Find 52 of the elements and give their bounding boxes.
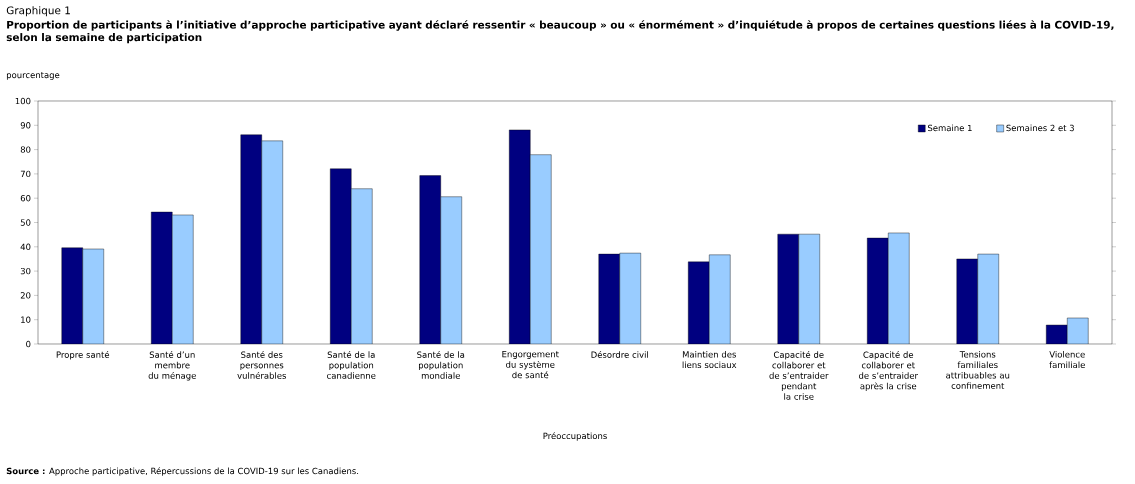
bar xyxy=(351,188,373,344)
bar xyxy=(151,211,173,344)
bar xyxy=(888,232,910,344)
y-tick-label: 90 xyxy=(20,122,31,129)
bar xyxy=(172,214,194,344)
bar xyxy=(261,140,283,344)
y-tick-label: 40 xyxy=(20,243,31,251)
bar xyxy=(688,261,710,344)
x-tick-label: Tensions familiales attribuables au confinement xyxy=(946,351,1010,389)
bar xyxy=(509,129,531,344)
y-tick-label: 60 xyxy=(20,195,31,202)
bar xyxy=(977,253,999,344)
y-tick-label: 20 xyxy=(20,292,31,299)
bar xyxy=(330,168,352,344)
y-tick-label: 100 xyxy=(15,97,31,105)
y-tick-label: 10 xyxy=(21,316,31,323)
legend-label: Semaine 1 xyxy=(928,124,972,132)
bar xyxy=(440,196,462,344)
x-tick-label: Capacité de collaborer et de s’entraider pendant la crise xyxy=(769,351,829,400)
bar xyxy=(867,237,889,344)
y-tick-label: 30 xyxy=(20,267,31,275)
x-tick-label: Capacité de collaborer et de s’entraider après la crise xyxy=(858,351,918,391)
x-tick-label: Santé de la population mondiale xyxy=(417,351,465,379)
x-tick-label: Désordre civil xyxy=(591,351,648,358)
y-tick-label: 80 xyxy=(20,146,31,153)
bar xyxy=(419,175,441,344)
chart-subtitle: Proportion de participants à l’initiative d’approche participative ayant déclaré ressentir « beaucoup » ou « énormément » d’inquiétude à propos de certaines questions liées à la COVID-19, selon la semaine de participation xyxy=(6,20,1114,44)
bar xyxy=(530,154,552,344)
text: Source : Approche participative, Répercussions de la COVID-19 sur les Canadiens. xyxy=(6,467,359,476)
y-tick-label: 0 xyxy=(26,340,31,348)
x-tick-label: Santé d’un membre du ménage xyxy=(148,351,196,381)
chart-title: Graphique 1 xyxy=(6,6,70,17)
bar xyxy=(956,258,978,344)
bar xyxy=(82,248,104,344)
x-tick-label: Engorgement du système de santé xyxy=(502,351,559,379)
bar xyxy=(240,134,262,344)
y-axis-title: pourcentage xyxy=(6,72,60,80)
bar xyxy=(777,233,799,344)
legend-label: Semaines 2 et 3 xyxy=(1006,124,1074,132)
bar xyxy=(619,252,641,344)
bar xyxy=(598,253,620,344)
x-tick-label: Maintien des liens sociaux xyxy=(682,351,737,369)
x-tick-label: Propre santé xyxy=(56,351,110,360)
y-tick-label: 50 xyxy=(20,219,31,226)
bar xyxy=(798,233,820,344)
y-tick-label: 70 xyxy=(20,170,31,178)
bar xyxy=(61,247,83,344)
x-axis-title: Préoccupations xyxy=(543,432,607,441)
x-tick-label: Santé des personnes vulnérables xyxy=(237,351,287,379)
bar xyxy=(709,254,731,344)
x-tick-label: Violence familiale xyxy=(1049,351,1085,369)
x-tick-label: Santé de la population canadienne xyxy=(327,351,376,379)
